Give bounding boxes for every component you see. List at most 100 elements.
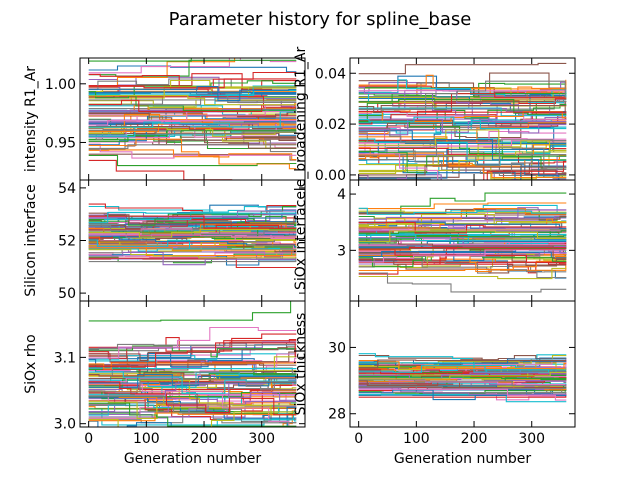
- series-line: [358, 62, 567, 75]
- panel-intensity: 0.95 1.00 intensity R1_Ar: [23, 57, 306, 181]
- y-tick-label: 0.95: [45, 135, 76, 151]
- y-tick-label: 52: [58, 234, 76, 250]
- series-line: [88, 411, 297, 427]
- series-line: [358, 141, 567, 156]
- series-line: [358, 152, 567, 179]
- series-line: [88, 111, 297, 128]
- series-line: [88, 91, 297, 94]
- series-line: [88, 120, 297, 126]
- series-line: [88, 90, 297, 95]
- y-axis-label: le_broadening R1_Ar: [293, 47, 309, 192]
- series-line: [358, 365, 567, 373]
- series-line: [88, 86, 297, 99]
- series-line: [358, 251, 567, 258]
- series-line: [358, 105, 567, 114]
- series-line: [358, 386, 567, 391]
- y-tick-label: 0.02: [315, 117, 346, 133]
- y-axis-label: Silicon interface: [23, 184, 39, 297]
- series-line: [358, 362, 567, 373]
- series-line: [88, 228, 297, 235]
- series-line: [88, 86, 297, 102]
- series-line: [88, 364, 297, 373]
- series-line: [358, 244, 567, 246]
- y-axis-label: intensity R1_Ar: [23, 66, 39, 172]
- series-line: [88, 78, 297, 89]
- series-line: [358, 372, 567, 380]
- x-tick-label: 200: [461, 431, 488, 447]
- x-axis-label: Generation number: [394, 451, 531, 467]
- series-line: [88, 390, 297, 414]
- series-line: [88, 249, 297, 259]
- series-line: [358, 272, 567, 293]
- series-line: [88, 412, 297, 422]
- series-line: [358, 360, 567, 370]
- series-line: [88, 143, 297, 159]
- series-line: [358, 110, 567, 113]
- series-line: [88, 144, 297, 149]
- series-line: [88, 378, 297, 393]
- series-line: [88, 390, 297, 415]
- series-line: [358, 234, 567, 242]
- series-line: [88, 234, 297, 238]
- series-line: [88, 121, 297, 132]
- y-tick-label: 28: [328, 407, 346, 423]
- series-line: [358, 388, 567, 401]
- series-line: [88, 128, 297, 135]
- series-line: [88, 356, 297, 419]
- series-line: [88, 58, 297, 62]
- axes-frame: [79, 300, 306, 428]
- series-line: [358, 143, 567, 171]
- series-line: [88, 91, 297, 112]
- series-line: [88, 402, 297, 427]
- series-group: [358, 353, 567, 403]
- series-line: [358, 235, 567, 249]
- y-tick-label: 0.00: [315, 168, 346, 184]
- series-line: [358, 230, 567, 234]
- series-line: [88, 381, 297, 394]
- series-line: [358, 151, 567, 166]
- series-line: [88, 346, 297, 361]
- y-tick-label: 50: [58, 286, 76, 302]
- series-line: [358, 249, 567, 263]
- series-line: [88, 71, 297, 88]
- series-line: [358, 360, 567, 365]
- series-line: [88, 212, 297, 225]
- series-line: [88, 371, 297, 394]
- series-line: [88, 229, 297, 235]
- series-line: [358, 118, 567, 136]
- series-line: [358, 107, 567, 117]
- series-line: [358, 355, 567, 369]
- series-line: [358, 372, 567, 378]
- series-line: [88, 301, 297, 322]
- series-line: [88, 402, 297, 424]
- series-line: [358, 93, 567, 113]
- series-line: [88, 375, 297, 416]
- series-line: [88, 247, 297, 251]
- series-line: [88, 342, 297, 367]
- series-line: [88, 368, 297, 376]
- y-tick-label: 3: [337, 243, 346, 259]
- panel-siox_interface: 3 4 SiOx interface: [293, 179, 576, 302]
- series-line: [358, 80, 567, 110]
- series-line: [358, 237, 567, 248]
- series-line: [358, 127, 567, 169]
- series-line: [88, 383, 297, 427]
- series-line: [88, 96, 297, 109]
- series-line: [88, 228, 297, 238]
- series-line: [358, 207, 567, 220]
- series-line: [358, 267, 567, 280]
- series-line: [88, 95, 297, 106]
- x-tick-label: 0: [354, 431, 363, 447]
- series-line: [88, 149, 297, 161]
- series-line: [358, 120, 567, 169]
- series-line: [88, 391, 297, 421]
- series-line: [358, 240, 567, 259]
- series-line: [88, 242, 297, 247]
- series-line: [88, 343, 297, 350]
- series-line: [358, 130, 567, 180]
- series-line: [358, 258, 567, 279]
- series-line: [358, 233, 567, 243]
- series-line: [358, 359, 567, 369]
